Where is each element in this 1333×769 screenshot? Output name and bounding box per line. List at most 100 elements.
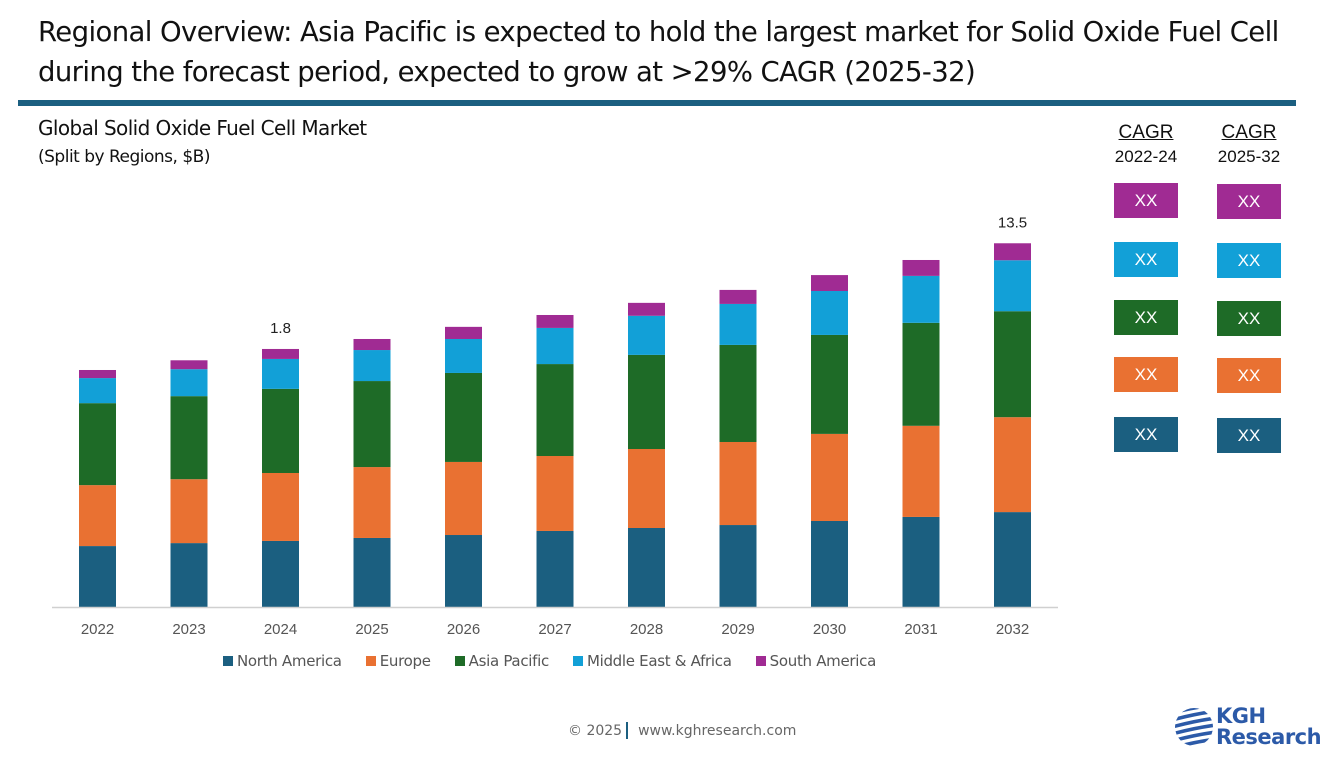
bar-segment-north-america-2030: [811, 520, 848, 607]
bar-segment-middle-east-africa-2028: [628, 315, 665, 355]
bar-segment-asia-pacific-2023: [170, 396, 208, 480]
bars-layer: [79, 243, 1031, 607]
x-tick-label: 2023: [172, 621, 205, 638]
cagr-value-south-america: XX: [1217, 184, 1281, 219]
x-tick-label: 2026: [447, 621, 480, 638]
bar-segment-middle-east-africa-2023: [170, 369, 208, 397]
bar-segment-asia-pacific-2026: [445, 372, 482, 462]
cagr-value-middle-east-africa: XX: [1114, 242, 1178, 277]
bar-stack-2029: [719, 289, 757, 607]
chart-legend: North America Europe Asia Pacific Middle Ea…: [223, 652, 876, 670]
bar-segment-asia-pacific-2029: [719, 344, 757, 442]
bar-stack-2028: [628, 302, 665, 607]
bar-segment-north-america-2025: [353, 537, 391, 607]
kgh-research-logo: KGH Research: [1172, 704, 1322, 749]
website-link[interactable]: www.kghresearch.com: [638, 722, 797, 739]
header-divider: [18, 100, 1296, 106]
legend-item: Middle East & Africa: [572, 652, 732, 670]
bar-stack-2027: [536, 314, 574, 607]
bar-segment-middle-east-africa-2026: [445, 338, 482, 373]
chart-title: Global Solid Oxide Fuel Cell Market: [38, 116, 367, 140]
legend-item: Asia Pacific: [454, 652, 550, 670]
legend-swatch: [365, 656, 376, 666]
x-tick-label: 2032: [996, 621, 1029, 638]
cagr-column-2022-24: CAGR 2022-24: [1106, 120, 1186, 168]
x-tick-label: 2028: [630, 621, 663, 638]
chart-subtitle: (Split by Regions, $B): [38, 147, 210, 167]
bar-segment-south-america-2030: [811, 275, 848, 291]
copyright-text: © 2025: [568, 722, 623, 739]
cagr-value-asia-pacific: XX: [1114, 300, 1178, 335]
bar-segment-asia-pacific-2024: [262, 388, 299, 473]
logo-text-research: Research: [1216, 725, 1322, 749]
bar-segment-europe-2027: [536, 456, 574, 531]
bar-segment-asia-pacific-2028: [628, 354, 665, 449]
legend-label: Middle East & Africa: [586, 652, 732, 670]
bar-segment-south-america-2027: [536, 314, 574, 328]
cagr-value-europe: XX: [1217, 358, 1281, 393]
footer-separator: [626, 722, 629, 739]
data-labels: 1.8 13.5: [270, 214, 1027, 337]
bar-segment-north-america-2026: [445, 535, 482, 607]
bar-segment-middle-east-africa-2024: [262, 358, 299, 389]
bar-segment-north-america-2023: [170, 543, 208, 607]
bar-segment-south-america-2031: [902, 259, 940, 276]
headline: Regional Overview: Asia Pacific is expec…: [38, 16, 1279, 88]
bar-segment-middle-east-africa-2025: [353, 350, 391, 382]
bar-segment-asia-pacific-2032: [994, 311, 1031, 418]
bar-segment-asia-pacific-2025: [353, 381, 391, 468]
bar-segment-south-america-2024: [262, 348, 299, 359]
bar-stack-2031: [902, 259, 940, 607]
bar-segment-south-america-2026: [445, 326, 482, 339]
bar-segment-europe-2031: [902, 425, 940, 517]
cagr-value-north-america: XX: [1114, 417, 1178, 452]
bar-segment-middle-east-africa-2031: [902, 275, 940, 323]
bar-segment-asia-pacific-2022: [79, 403, 116, 486]
data-label-2024: 1.8: [270, 320, 291, 337]
bar-segment-europe-2023: [170, 479, 208, 544]
legend-label: Asia Pacific: [468, 652, 550, 670]
cagr-value-asia-pacific: XX: [1217, 301, 1281, 336]
bar-stack-2024: [262, 348, 299, 607]
cagr-value-north-america: XX: [1217, 418, 1281, 453]
cagr-column-2025-32: CAGR 2025-32: [1209, 120, 1289, 168]
bar-stack-2025: [353, 338, 391, 607]
bar-segment-middle-east-africa-2030: [811, 290, 848, 335]
bar-segment-north-america-2024: [262, 540, 299, 607]
cagr-heading: CAGR: [1221, 122, 1277, 143]
bar-segment-south-america-2022: [79, 369, 116, 379]
legend-swatch: [572, 656, 583, 666]
cagr-period: 2022-24: [1114, 147, 1178, 166]
bar-segment-europe-2029: [719, 441, 757, 526]
legend-swatch: [223, 656, 233, 666]
bar-segment-europe-2024: [262, 472, 299, 541]
bar-stack-2022: [79, 369, 116, 607]
bar-segment-europe-2030: [811, 433, 848, 521]
globe-icon: [1175, 708, 1213, 746]
bar-segment-south-america-2029: [719, 289, 757, 304]
bar-segment-south-america-2025: [353, 338, 391, 351]
cagr-value-south-america: XX: [1114, 183, 1178, 218]
bar-segment-south-america-2032: [994, 243, 1031, 261]
bar-stack-2030: [811, 275, 848, 607]
bar-segment-south-america-2023: [170, 360, 208, 370]
legend-label: North America: [237, 652, 342, 670]
bar-stack-2023: [170, 360, 208, 607]
legend-label: South America: [769, 652, 877, 670]
legend-item: South America: [755, 652, 877, 670]
x-tick-labels: 2022 2023 2024 2025 2026 2027 2028 2029 2030 2031…: [81, 621, 1029, 638]
bar-segment-north-america-2029: [719, 525, 757, 607]
legend-item: Europe: [365, 652, 431, 670]
logo-text-kgh: KGH: [1216, 704, 1266, 728]
bar-segment-europe-2022: [79, 485, 116, 547]
bar-segment-asia-pacific-2031: [902, 322, 940, 426]
x-tick-label: 2024: [264, 621, 297, 638]
bar-segment-north-america-2031: [902, 516, 940, 607]
bar-segment-middle-east-africa-2029: [719, 303, 757, 345]
data-label-2032: 13.5: [998, 214, 1027, 231]
x-tick-label: 2030: [813, 621, 846, 638]
legend-label: Europe: [379, 652, 431, 670]
bar-segment-middle-east-africa-2027: [536, 327, 574, 365]
x-tick-label: 2025: [355, 621, 388, 638]
bar-segment-europe-2028: [628, 448, 665, 528]
